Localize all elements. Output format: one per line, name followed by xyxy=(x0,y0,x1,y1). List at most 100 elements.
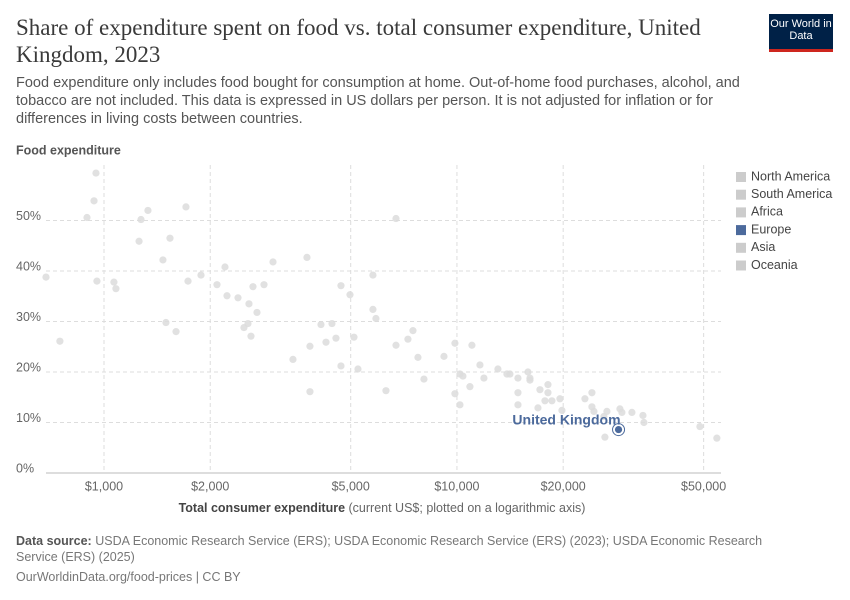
point xyxy=(628,408,636,417)
point xyxy=(536,386,544,394)
point xyxy=(197,271,205,279)
source-text: USDA Economic Research Service (ERS); US… xyxy=(16,534,763,564)
point xyxy=(514,374,522,382)
point xyxy=(234,294,242,302)
legend-swatch xyxy=(736,242,746,253)
legend-label: Europe xyxy=(751,222,791,236)
point xyxy=(414,353,422,361)
point xyxy=(332,334,340,342)
y-tick-label: 30% xyxy=(16,310,41,324)
point xyxy=(590,407,598,415)
logo[interactable]: Our World in Data xyxy=(769,14,833,52)
subtitle: Food expenditure only includes food boug… xyxy=(16,75,740,127)
x-tick-label: $2,000 xyxy=(191,479,229,493)
point xyxy=(696,422,704,431)
source: Data source: USDA Economic Research Serv… xyxy=(16,533,776,565)
y-tick-label: 10% xyxy=(16,411,41,425)
point xyxy=(544,381,552,389)
legend-swatch xyxy=(736,225,746,236)
x-tick-label: $10,000 xyxy=(434,479,479,493)
legend-swatch xyxy=(736,207,746,218)
point xyxy=(639,411,647,420)
point xyxy=(213,281,221,289)
point xyxy=(369,271,377,279)
point xyxy=(382,387,390,395)
point xyxy=(172,328,180,336)
point xyxy=(245,300,253,308)
legend-label: Asia xyxy=(751,240,775,254)
point xyxy=(506,370,514,378)
point xyxy=(249,283,257,291)
point xyxy=(90,197,98,205)
point xyxy=(350,333,358,341)
point xyxy=(182,203,190,211)
point xyxy=(260,281,268,289)
x-tick-label: $50,000 xyxy=(681,479,726,493)
point xyxy=(581,395,589,403)
point xyxy=(372,314,380,323)
point xyxy=(480,374,488,382)
point xyxy=(269,258,277,266)
point xyxy=(166,234,174,242)
point xyxy=(640,418,648,427)
point xyxy=(524,368,532,376)
point xyxy=(544,389,552,397)
point xyxy=(451,390,459,398)
point xyxy=(289,355,297,363)
x-tick-label: $20,000 xyxy=(541,479,586,493)
point xyxy=(451,339,459,347)
point xyxy=(526,376,534,384)
x-axis-label: Total consumer expenditure xyxy=(179,501,346,515)
y-tick-label: 0% xyxy=(16,461,34,475)
point xyxy=(556,395,564,403)
point xyxy=(476,361,484,369)
point xyxy=(713,434,721,442)
point xyxy=(184,277,192,285)
point xyxy=(534,404,542,412)
source-label: Data source: xyxy=(16,534,92,548)
point xyxy=(135,237,143,245)
point xyxy=(253,308,261,317)
x-tick-label: $1,000 xyxy=(85,479,123,493)
point xyxy=(56,337,64,345)
point xyxy=(420,375,428,383)
point xyxy=(247,332,255,340)
point xyxy=(93,277,101,285)
point xyxy=(83,213,91,222)
highlight-ring xyxy=(612,423,626,437)
point xyxy=(162,318,170,327)
legend-swatch xyxy=(736,260,746,271)
point xyxy=(317,320,325,329)
point xyxy=(369,305,377,314)
point xyxy=(392,341,400,349)
point xyxy=(337,282,345,290)
x-tick-label: $5,000 xyxy=(332,479,370,493)
point xyxy=(244,319,252,328)
point xyxy=(306,342,314,350)
y-axis-label: Food expenditure xyxy=(16,143,121,157)
point xyxy=(468,341,476,349)
y-tick-label: 20% xyxy=(16,360,41,374)
x-axis-note: (current US$; plotted on a logarithmic a… xyxy=(349,501,586,515)
point xyxy=(558,406,566,414)
point xyxy=(223,292,231,300)
point xyxy=(306,388,314,396)
title: Share of expenditure spent on food vs. t… xyxy=(16,15,701,67)
point xyxy=(409,327,417,335)
point xyxy=(514,401,522,409)
point xyxy=(459,372,467,380)
point xyxy=(337,362,345,370)
point xyxy=(618,408,626,417)
point xyxy=(92,169,100,177)
x-axis-title: Total consumer expenditure (current US$;… xyxy=(179,501,586,515)
point xyxy=(392,214,400,223)
legend-label: Oceania xyxy=(751,258,798,272)
point xyxy=(404,335,412,343)
point xyxy=(42,273,50,281)
point xyxy=(221,263,229,271)
point xyxy=(456,401,464,409)
point xyxy=(494,365,502,373)
point xyxy=(328,319,336,328)
